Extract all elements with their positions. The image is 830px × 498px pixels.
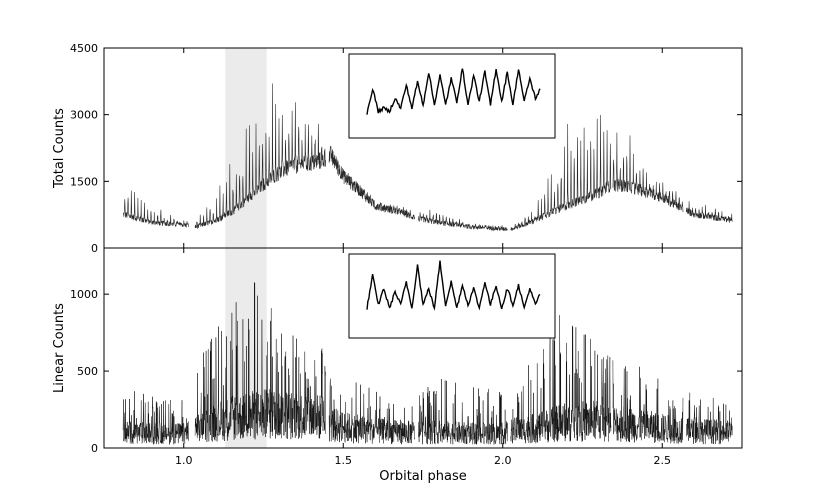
data-series-line — [686, 392, 733, 445]
data-series-line — [612, 132, 684, 213]
linear-counts-series — [122, 282, 733, 446]
y-tick-label: 500 — [77, 365, 98, 378]
x-tick-label: 2.5 — [654, 454, 672, 467]
data-series-line — [122, 190, 189, 228]
x-tick-label: 1.0 — [175, 454, 193, 467]
y-tick-label: 4500 — [70, 42, 98, 55]
data-series-line — [686, 201, 733, 223]
data-series-line — [418, 378, 508, 446]
y-tick-label: 1000 — [70, 288, 98, 301]
x-tick-label: 1.5 — [335, 454, 353, 467]
bottom-inset — [348, 253, 556, 339]
x-tick-label: 2.0 — [494, 454, 512, 467]
data-series-line — [612, 360, 684, 444]
top-y-axis-label: Total Counts — [52, 108, 67, 189]
bottom-y-axis-label: Linear Counts — [52, 303, 67, 393]
inset-frame — [348, 53, 556, 139]
bottom-panel: 0 500 1000 1.0 1.5 2.0 2.5 Linear Counts Orbi… — [52, 247, 743, 484]
inset-series-line — [366, 68, 541, 115]
data-series-line — [328, 145, 416, 220]
data-series-line — [194, 282, 326, 443]
y-tick-label: 0 — [91, 242, 98, 255]
data-series-line — [510, 315, 612, 444]
bottom-y-ticks: 0 500 1000 — [70, 288, 742, 455]
top-panel: 0 1500 3000 4500 Total Counts — [52, 42, 743, 255]
bottom-panel-frame — [103, 247, 743, 449]
y-tick-label: 1500 — [70, 175, 98, 188]
data-series-line — [194, 83, 326, 229]
inset-frame — [348, 253, 556, 339]
data-series-line — [122, 391, 189, 445]
data-series-line — [510, 114, 612, 231]
data-series-line — [328, 378, 416, 445]
x-axis-label: Orbital phase — [379, 469, 466, 484]
data-series-line — [418, 209, 508, 232]
inset-series-line — [366, 260, 541, 311]
bottom-x-ticks: 1.0 1.5 2.0 2.5 — [175, 248, 671, 467]
y-tick-label: 0 — [91, 442, 98, 455]
top-inset — [348, 53, 556, 139]
total-counts-series — [122, 83, 733, 232]
y-tick-label: 3000 — [70, 109, 98, 122]
